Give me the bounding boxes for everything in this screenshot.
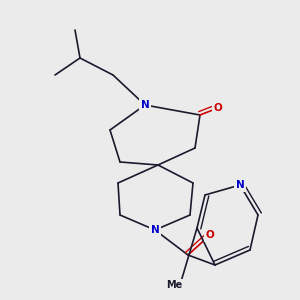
Text: N: N — [141, 100, 149, 110]
Text: N: N — [236, 180, 244, 190]
Text: O: O — [214, 103, 222, 113]
Text: Me: Me — [166, 280, 182, 290]
Text: N: N — [151, 225, 159, 235]
Text: O: O — [206, 230, 214, 240]
